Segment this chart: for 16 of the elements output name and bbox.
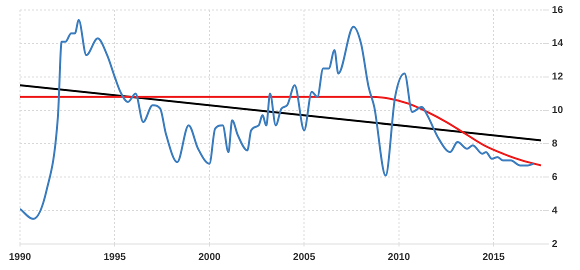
y-tick-label: 6: [552, 172, 558, 183]
y-tick-label: 14: [552, 38, 564, 50]
x-tick-label: 2005: [293, 252, 316, 263]
line-series: [20, 96, 542, 166]
y-tick-label: 4: [552, 205, 558, 216]
y-tick-label: 12: [552, 72, 564, 83]
y-tick-label: 8: [552, 138, 558, 150]
x-tick-label: 2015: [482, 252, 506, 263]
y-tick-label: 10: [552, 105, 564, 116]
x-tick-label: 1990: [8, 252, 32, 263]
x-tick-label: 2010: [388, 252, 410, 263]
y-tick-label: 16: [552, 4, 564, 16]
line-series: [20, 19, 534, 220]
y-tick-label: 2: [552, 238, 558, 250]
x-tick-label: 1995: [104, 252, 126, 263]
x-tick-label: 2000: [198, 252, 222, 263]
